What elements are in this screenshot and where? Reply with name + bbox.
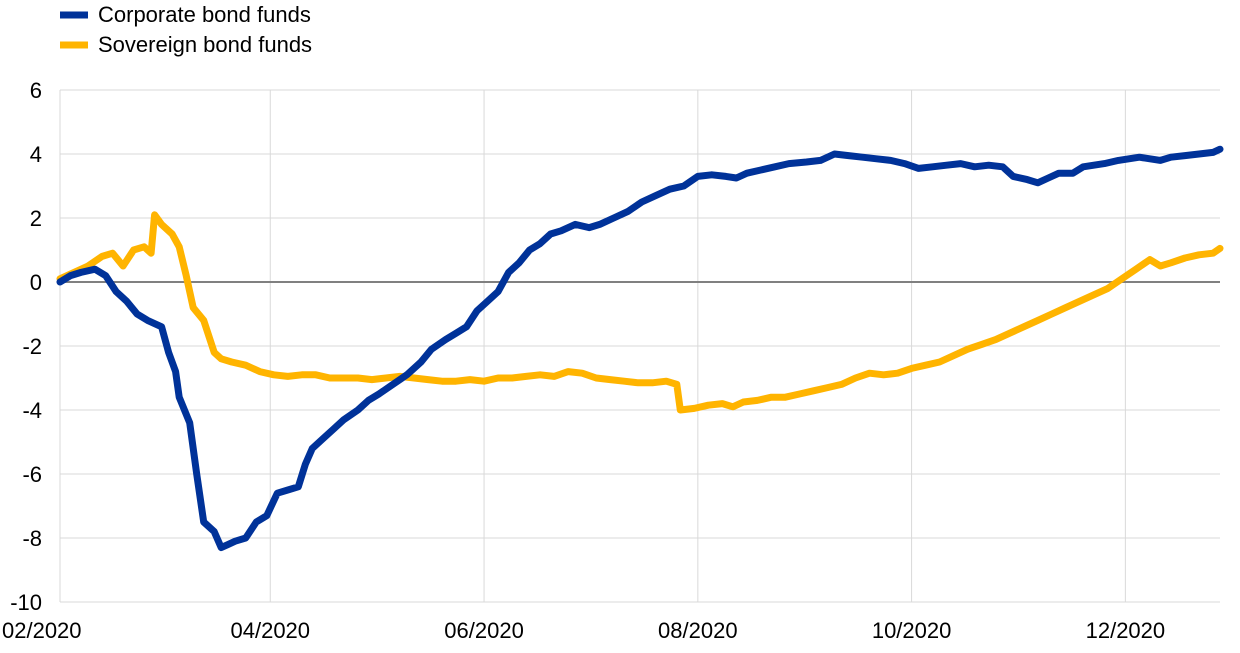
grid bbox=[60, 89, 1220, 603]
axes bbox=[59, 90, 1220, 603]
x-axis-tick-labels: 02/2020 04/2020 06/2020 08/2020 10/2020 12/20… bbox=[2, 618, 1165, 643]
y-tick-label: 6 bbox=[30, 78, 42, 103]
x-tick-label: 10/2020 bbox=[872, 618, 952, 643]
y-tick-label: 4 bbox=[30, 142, 42, 167]
series-lines bbox=[56, 145, 1224, 552]
series-line-corporate bbox=[56, 145, 1224, 552]
y-tick-label: 0 bbox=[30, 270, 42, 295]
y-tick-label: -4 bbox=[22, 398, 42, 423]
y-tick-label: -2 bbox=[22, 334, 42, 359]
series-line-sovereign bbox=[56, 211, 1224, 414]
y-tick-label: -10 bbox=[10, 590, 42, 615]
y-tick-label: 2 bbox=[30, 206, 42, 231]
legend: Corporate bond funds Sovereign bond fund… bbox=[60, 2, 312, 57]
x-tick-label: 08/2020 bbox=[658, 618, 738, 643]
x-tick-label: 06/2020 bbox=[444, 618, 524, 643]
legend-label-corporate: Corporate bond funds bbox=[98, 2, 311, 27]
y-axis-tick-labels: 6 4 2 0 -2 -4 -6 -8 -10 bbox=[10, 78, 42, 615]
x-tick-label: 02/2020 bbox=[2, 618, 82, 643]
y-tick-label: -6 bbox=[22, 462, 42, 487]
x-tick-label: 04/2020 bbox=[231, 618, 311, 643]
x-tick-label: 12/2020 bbox=[1086, 618, 1166, 643]
y-tick-label: -8 bbox=[22, 526, 42, 551]
legend-label-sovereign: Sovereign bond funds bbox=[98, 32, 312, 57]
